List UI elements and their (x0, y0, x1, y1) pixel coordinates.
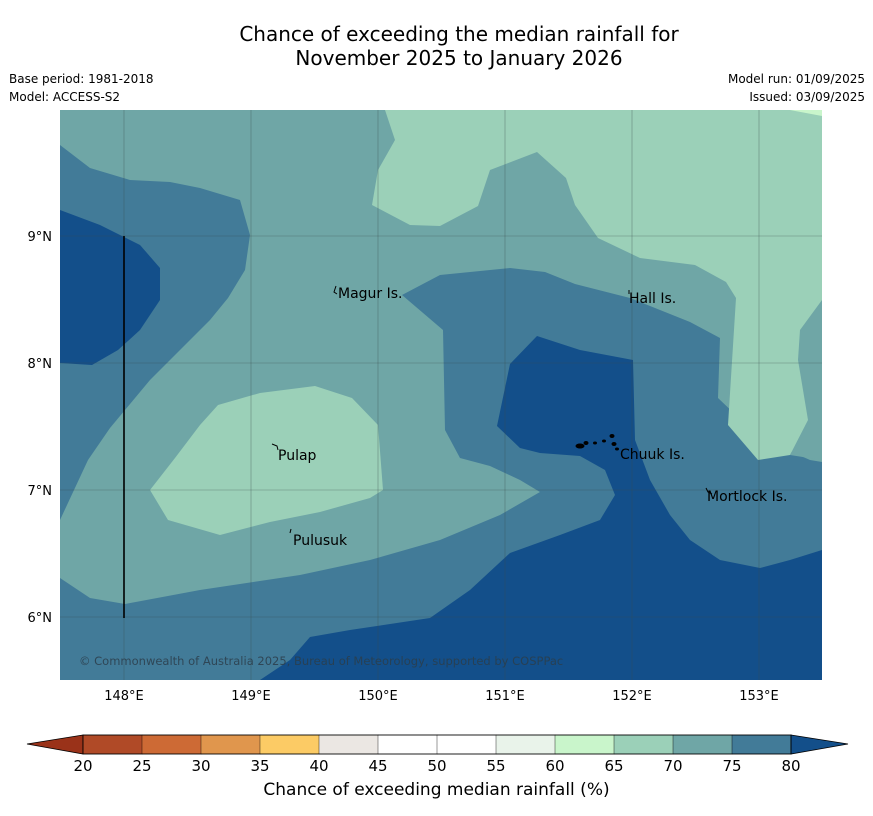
colorbar-tick-label: 60 (545, 757, 564, 775)
colorbar: 20 25 30 35 40 45 50 55 60 65 70 75 80 (26, 734, 849, 775)
colorbar-segment (495, 734, 556, 755)
colorbar-segments (82, 734, 792, 755)
colorbar-tick-label: 30 (191, 757, 210, 775)
colorbar-frame (82, 734, 792, 755)
lat-label-6n: 6°N (28, 611, 53, 626)
place-label-magur: Magur Is. (338, 286, 403, 302)
place-label-pulap: Pulap (278, 448, 317, 464)
colorbar-segment (82, 734, 143, 755)
zone-65-70-northeast (372, 110, 822, 460)
colorbar-segment (613, 734, 674, 755)
lon-label-150e: 150°E (358, 689, 398, 704)
copyright-text: © Commonwealth of Australia 2025, Bureau… (79, 654, 563, 668)
base-period-text: Base period: 1981-2018 (9, 72, 154, 86)
zone-60-65-corner (790, 110, 822, 116)
meta-right: Model run: 01/09/2025 Issued: 03/09/2025 (728, 70, 865, 106)
lat-label-8n: 8°N (28, 357, 53, 372)
colorbar-tick-label: 80 (781, 757, 800, 775)
colorbar-tick-label: 65 (604, 757, 623, 775)
place-label-mortlock: Mortlock Is. (707, 489, 787, 505)
island-chuuk-group (575, 434, 619, 451)
colorbar-segment (436, 734, 497, 755)
place-label-hall: Hall Is. (629, 291, 676, 307)
meta-left: Base period: 1981-2018 Model: ACCESS-S2 (9, 70, 154, 106)
map-title: Chance of exceeding the median rainfall … (0, 22, 873, 70)
zone-70-75-east-strip (790, 300, 822, 460)
colorbar-tick-label: 40 (309, 757, 328, 775)
colorbar-under-triangle (26, 734, 84, 755)
colorbar-segment (731, 734, 792, 755)
colorbar-tick-label: 75 (722, 757, 741, 775)
island-magur (333, 285, 338, 295)
map-title-line-1: Chance of exceeding the median rainfall … (239, 22, 679, 46)
colorbar-tick-label: 20 (73, 757, 92, 775)
colorbar-tick-label: 45 (368, 757, 387, 775)
model-text: Model: ACCESS-S2 (9, 90, 121, 104)
lon-label-152e: 152°E (612, 689, 652, 704)
island-pulap (271, 443, 279, 451)
lat-label-9n: 9°N (28, 230, 53, 245)
zone-65-70-central (150, 386, 383, 535)
zone-80-plus-east (260, 336, 822, 680)
colorbar-tick-label: 55 (486, 757, 505, 775)
colorbar-tick-label: 70 (663, 757, 682, 775)
colorbar-segment (200, 734, 261, 755)
colorbar-tick-label: 35 (250, 757, 269, 775)
lon-label-148e: 148°E (104, 689, 144, 704)
colorbar-label: Chance of exceeding median rainfall (%) (263, 780, 610, 800)
colorbar-segment (554, 734, 615, 755)
colorbar-segment (672, 734, 733, 755)
place-label-chuuk: Chuuk Is. (620, 447, 685, 463)
island-pulusuk (289, 528, 292, 534)
lon-label-151e: 151°E (485, 689, 525, 704)
lon-label-149e: 149°E (231, 689, 271, 704)
colorbar-tick-label: 25 (132, 757, 151, 775)
place-label-pulusuk: Pulusuk (293, 533, 348, 549)
colorbar-segment (141, 734, 202, 755)
lon-label-153e: 153°E (739, 689, 779, 704)
colorbar-over-triangle (790, 734, 849, 755)
zone-80-plus-west (60, 210, 160, 365)
issued-text: Issued: 03/09/2025 (749, 90, 865, 104)
colorbar-tick-label: 50 (427, 757, 446, 775)
colorbar-segment (318, 734, 379, 755)
map-area: Magur Is. Hall Is. Pulap Chuuk Is. Mortl… (60, 110, 822, 680)
islands (271, 285, 713, 534)
colorbar-segment (259, 734, 320, 755)
model-run-text: Model run: 01/09/2025 (727, 72, 865, 86)
island-mortlock (705, 487, 713, 495)
colorbar-ticks: 20 25 30 35 40 45 50 55 60 65 70 75 80 (73, 757, 800, 775)
map-title-line-2: November 2025 to January 2026 (295, 46, 623, 70)
colorbar-segment (377, 734, 438, 755)
lat-label-7n: 7°N (28, 484, 53, 499)
